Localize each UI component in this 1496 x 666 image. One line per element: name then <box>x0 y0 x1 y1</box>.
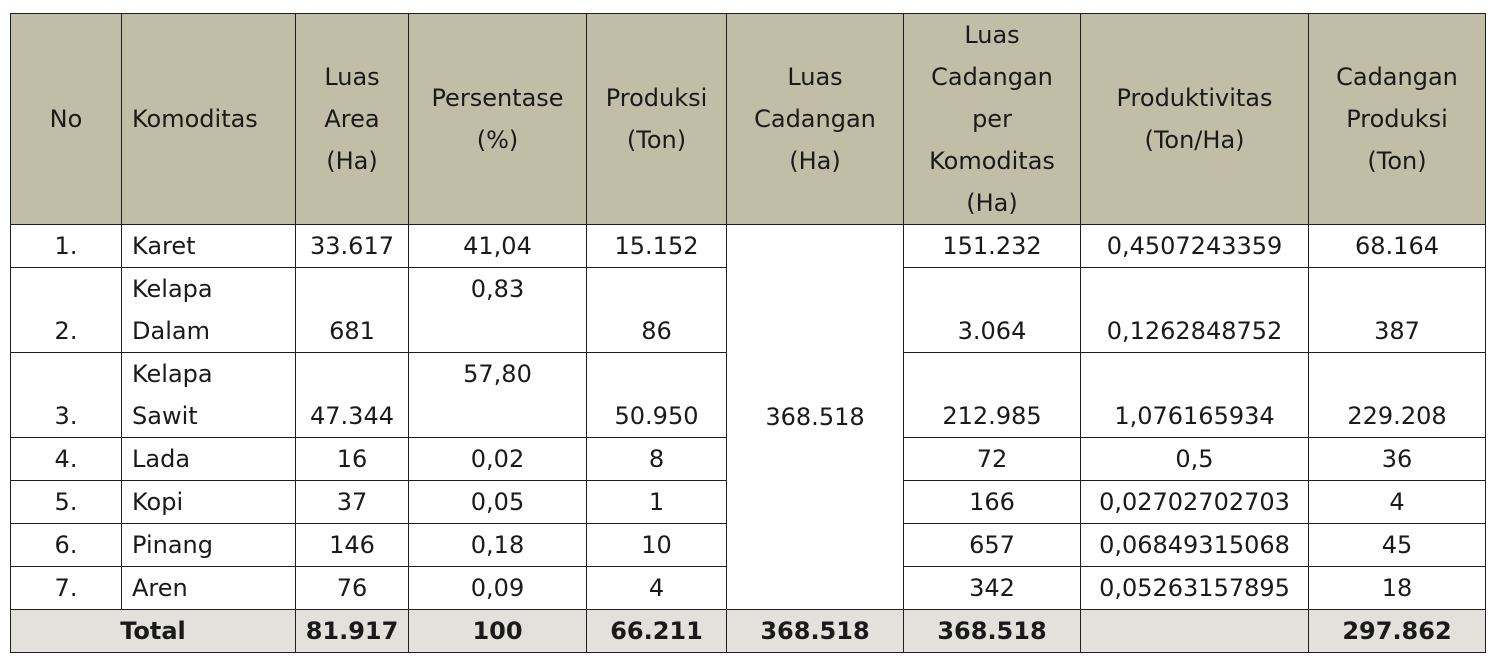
total-luas-cadangan: 368.518 <box>726 609 904 653</box>
cell-produksi: 4 <box>586 566 727 610</box>
total-produksi: 66.211 <box>586 609 727 653</box>
cell-no: 2. <box>10 267 122 353</box>
cell-komoditas: Aren <box>121 566 296 610</box>
cell-luas-cadangan-komoditas: 166 <box>903 480 1081 524</box>
header-produksi: Produksi (Ton) <box>586 13 727 225</box>
total-produktivitas <box>1080 609 1309 653</box>
cell-luas-area: 37 <box>295 480 409 524</box>
cell-komoditas: Kelapa Sawit <box>121 352 296 438</box>
cell-no: 3. <box>10 352 122 438</box>
cell-produksi: 1 <box>586 480 727 524</box>
cell-produktivitas: 0,02702702703 <box>1080 480 1309 524</box>
table-row: 2. Kelapa Dalam 681 0,83 86 3.064 0,1262… <box>10 267 1486 353</box>
cell-luas-cadangan-merged: 368.518 <box>726 224 904 610</box>
cell-produksi: 86 <box>586 267 727 353</box>
cell-luas-cadangan-komoditas: 3.064 <box>903 267 1081 353</box>
cell-cadangan-produksi: 229.208 <box>1308 352 1486 438</box>
cell-luas-area: 33.617 <box>295 224 409 268</box>
cell-luas-area: 76 <box>295 566 409 610</box>
cell-no: 5. <box>10 480 122 524</box>
cell-produktivitas: 0,4507243359 <box>1080 224 1309 268</box>
cell-produksi: 8 <box>586 437 727 481</box>
total-label: Total <box>10 609 296 653</box>
cell-persentase: 0,83 <box>408 267 587 353</box>
cell-no: 7. <box>10 566 122 610</box>
total-cadangan-produksi: 297.862 <box>1308 609 1486 653</box>
header-no: No <box>10 13 122 225</box>
header-komoditas: Komoditas <box>121 13 296 225</box>
cell-produktivitas: 0,5 <box>1080 437 1309 481</box>
cell-produktivitas: 0,05263157895 <box>1080 566 1309 610</box>
cell-persentase: 0,05 <box>408 480 587 524</box>
cell-cadangan-produksi: 45 <box>1308 523 1486 567</box>
header-row: No Komoditas Luas Area (Ha) Persentase (… <box>10 13 1486 225</box>
cell-luas-cadangan-komoditas: 657 <box>903 523 1081 567</box>
cell-luas-area: 681 <box>295 267 409 353</box>
header-persentase: Persentase (%) <box>408 13 587 225</box>
cell-produktivitas: 1,076165934 <box>1080 352 1309 438</box>
cell-cadangan-produksi: 36 <box>1308 437 1486 481</box>
cell-persentase: 57,80 <box>408 352 587 438</box>
cell-produksi: 15.152 <box>586 224 727 268</box>
header-produktivitas: Produktivitas (Ton/Ha) <box>1080 13 1309 225</box>
cell-persentase: 41,04 <box>408 224 587 268</box>
cell-no: 1. <box>10 224 122 268</box>
cell-luas-area: 16 <box>295 437 409 481</box>
cell-produktivitas: 0,1262848752 <box>1080 267 1309 353</box>
cell-luas-cadangan-komoditas: 342 <box>903 566 1081 610</box>
cell-cadangan-produksi: 68.164 <box>1308 224 1486 268</box>
table-row: 6. Pinang 146 0,18 10 657 0,06849315068 … <box>10 523 1486 567</box>
cell-luas-cadangan-komoditas: 212.985 <box>903 352 1081 438</box>
header-luas-cadangan-per-komoditas: Luas Cadangan per Komoditas (Ha) <box>903 13 1081 225</box>
cell-luas-area: 146 <box>295 523 409 567</box>
cell-komoditas: Kelapa Dalam <box>121 267 296 353</box>
table-row: 7. Aren 76 0,09 4 342 0,05263157895 18 <box>10 566 1486 610</box>
cell-cadangan-produksi: 18 <box>1308 566 1486 610</box>
cell-persentase: 0,18 <box>408 523 587 567</box>
cell-no: 4. <box>10 437 122 481</box>
cell-cadangan-produksi: 387 <box>1308 267 1486 353</box>
header-luas-area: Luas Area (Ha) <box>295 13 409 225</box>
cell-persentase: 0,02 <box>408 437 587 481</box>
total-persentase: 100 <box>408 609 587 653</box>
cell-cadangan-produksi: 4 <box>1308 480 1486 524</box>
cell-komoditas: Kopi <box>121 480 296 524</box>
cell-luas-area: 47.344 <box>295 352 409 438</box>
header-luas-cadangan: Luas Cadangan (Ha) <box>726 13 904 225</box>
cell-no: 6. <box>10 523 122 567</box>
commodity-table: No Komoditas Luas Area (Ha) Persentase (… <box>10 13 1486 653</box>
cell-produksi: 10 <box>586 523 727 567</box>
cell-komoditas: Pinang <box>121 523 296 567</box>
table-row: 1. Karet 33.617 41,04 15.152 368.518 151… <box>10 224 1486 610</box>
table-row: 3. Kelapa Sawit 47.344 57,80 50.950 212.… <box>10 352 1486 438</box>
cell-produktivitas: 0,06849315068 <box>1080 523 1309 567</box>
total-luas-cadangan-komoditas: 368.518 <box>903 609 1081 653</box>
total-luas-area: 81.917 <box>295 609 409 653</box>
cell-luas-cadangan-komoditas: 151.232 <box>903 224 1081 268</box>
cell-produksi: 50.950 <box>586 352 727 438</box>
total-row: Total 81.917 100 66.211 368.518 368.518 … <box>10 609 1486 653</box>
cell-komoditas: Lada <box>121 437 296 481</box>
cell-luas-cadangan-komoditas: 72 <box>903 437 1081 481</box>
cell-komoditas: Karet <box>121 224 296 268</box>
header-cadangan-produksi: Cadangan Produksi (Ton) <box>1308 13 1486 225</box>
cell-persentase: 0,09 <box>408 566 587 610</box>
